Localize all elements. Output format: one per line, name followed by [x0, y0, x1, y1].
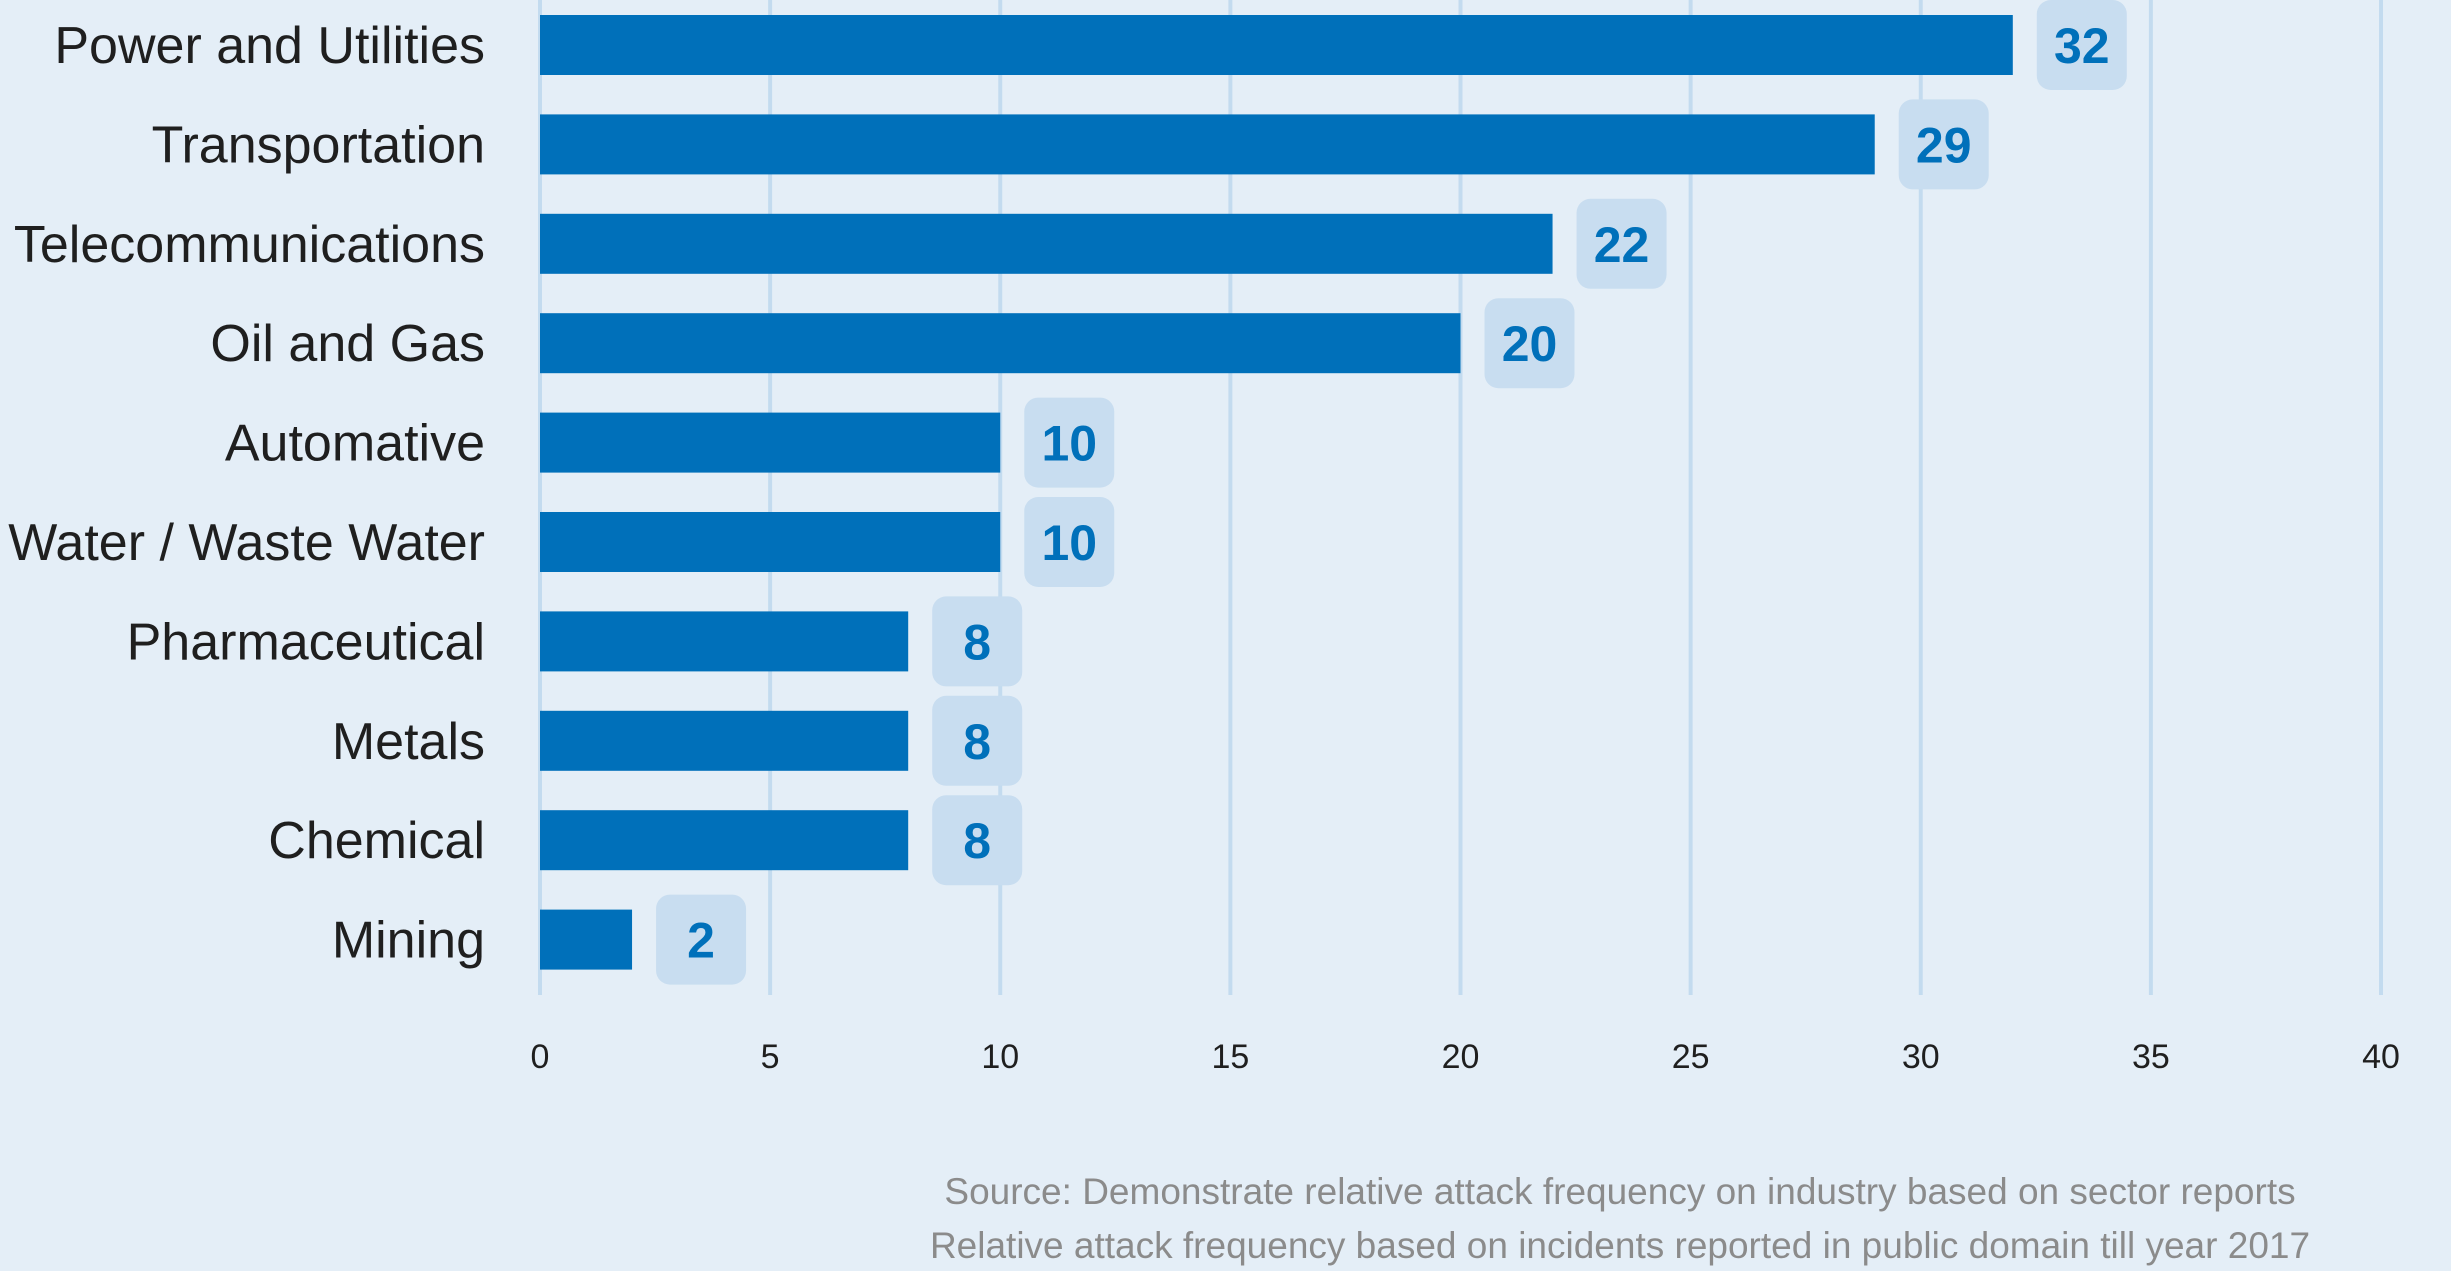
x-tick-label: 25: [1672, 1038, 1710, 1076]
value-label: 8: [963, 813, 991, 869]
value-label: 8: [963, 614, 991, 670]
source-note-line1: Source: Demonstrate relative attack freq…: [944, 1171, 2296, 1212]
bars: [540, 15, 2013, 970]
bar: [540, 313, 1461, 374]
bar: [540, 412, 1001, 473]
bar: [540, 15, 2013, 75]
x-tick-label: 30: [1902, 1038, 1940, 1076]
x-tick-label: 15: [1211, 1038, 1249, 1076]
value-badge: [1024, 397, 1115, 488]
value-badge: [932, 695, 1023, 786]
value-labels: 32 29 22 20 10 10 8 8 8 2: [656, 0, 2127, 985]
value-badge: [932, 596, 1023, 687]
bar: [540, 909, 633, 970]
value-badge: [1576, 198, 1667, 289]
x-tick-label: 35: [2132, 1038, 2170, 1076]
value-label: 32: [2054, 18, 2110, 74]
value-badge: [656, 894, 747, 985]
value-label: 10: [1041, 515, 1097, 571]
value-label: 10: [1041, 416, 1097, 472]
category-label: Power and Utilities: [54, 17, 485, 75]
x-tick-label: 5: [761, 1038, 780, 1076]
bar: [540, 213, 1553, 274]
value-label: 2: [687, 913, 715, 969]
value-label: 20: [1502, 316, 1558, 372]
value-badge: [932, 795, 1023, 886]
category-label: Metals: [332, 713, 485, 771]
category-label: Chemical: [268, 812, 485, 870]
value-label: 29: [1916, 117, 1972, 173]
category-label: Pharmaceutical: [127, 613, 485, 671]
x-tick-label: 0: [531, 1038, 550, 1076]
category-label: Automative: [225, 415, 485, 473]
bar: [540, 114, 1875, 175]
x-tick-label: 10: [981, 1038, 1019, 1076]
bar: [540, 611, 909, 672]
x-axis-ticks: 0 5 10 15 20 25 30 35 40: [531, 1038, 2400, 1076]
bar: [540, 710, 909, 771]
category-labels: Power and Utilities Transportation Telecom…: [8, 17, 485, 970]
bar: [540, 512, 1001, 572]
category-label: Transportation: [152, 116, 485, 174]
x-tick-label: 40: [2362, 1038, 2400, 1076]
source-note-line2: Relative attack frequency based on incid…: [929, 1225, 2311, 1266]
category-label: Oil and Gas: [210, 315, 485, 373]
category-label: Mining: [332, 912, 485, 970]
value-badge: [1484, 298, 1575, 389]
value-badge: [2036, 0, 2127, 90]
x-tick-label: 20: [1442, 1038, 1480, 1076]
bar: [540, 810, 909, 871]
value-badge: [1024, 497, 1115, 587]
category-label: Telecommunications: [14, 216, 485, 274]
value-label: 8: [963, 714, 991, 770]
value-label: 22: [1594, 217, 1650, 273]
category-label: Water / Waste Water: [8, 514, 485, 572]
value-badge: [1898, 99, 1989, 190]
